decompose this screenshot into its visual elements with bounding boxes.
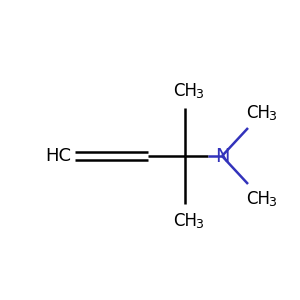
- Text: 3: 3: [268, 196, 276, 209]
- Text: CH: CH: [246, 104, 270, 122]
- Text: 3: 3: [195, 218, 203, 232]
- Text: HC: HC: [45, 147, 71, 165]
- Text: N: N: [215, 146, 229, 166]
- Text: 3: 3: [268, 110, 276, 124]
- Text: 3: 3: [195, 88, 203, 101]
- Text: CH: CH: [173, 212, 197, 230]
- Text: CH: CH: [246, 190, 270, 208]
- Text: CH: CH: [173, 82, 197, 100]
